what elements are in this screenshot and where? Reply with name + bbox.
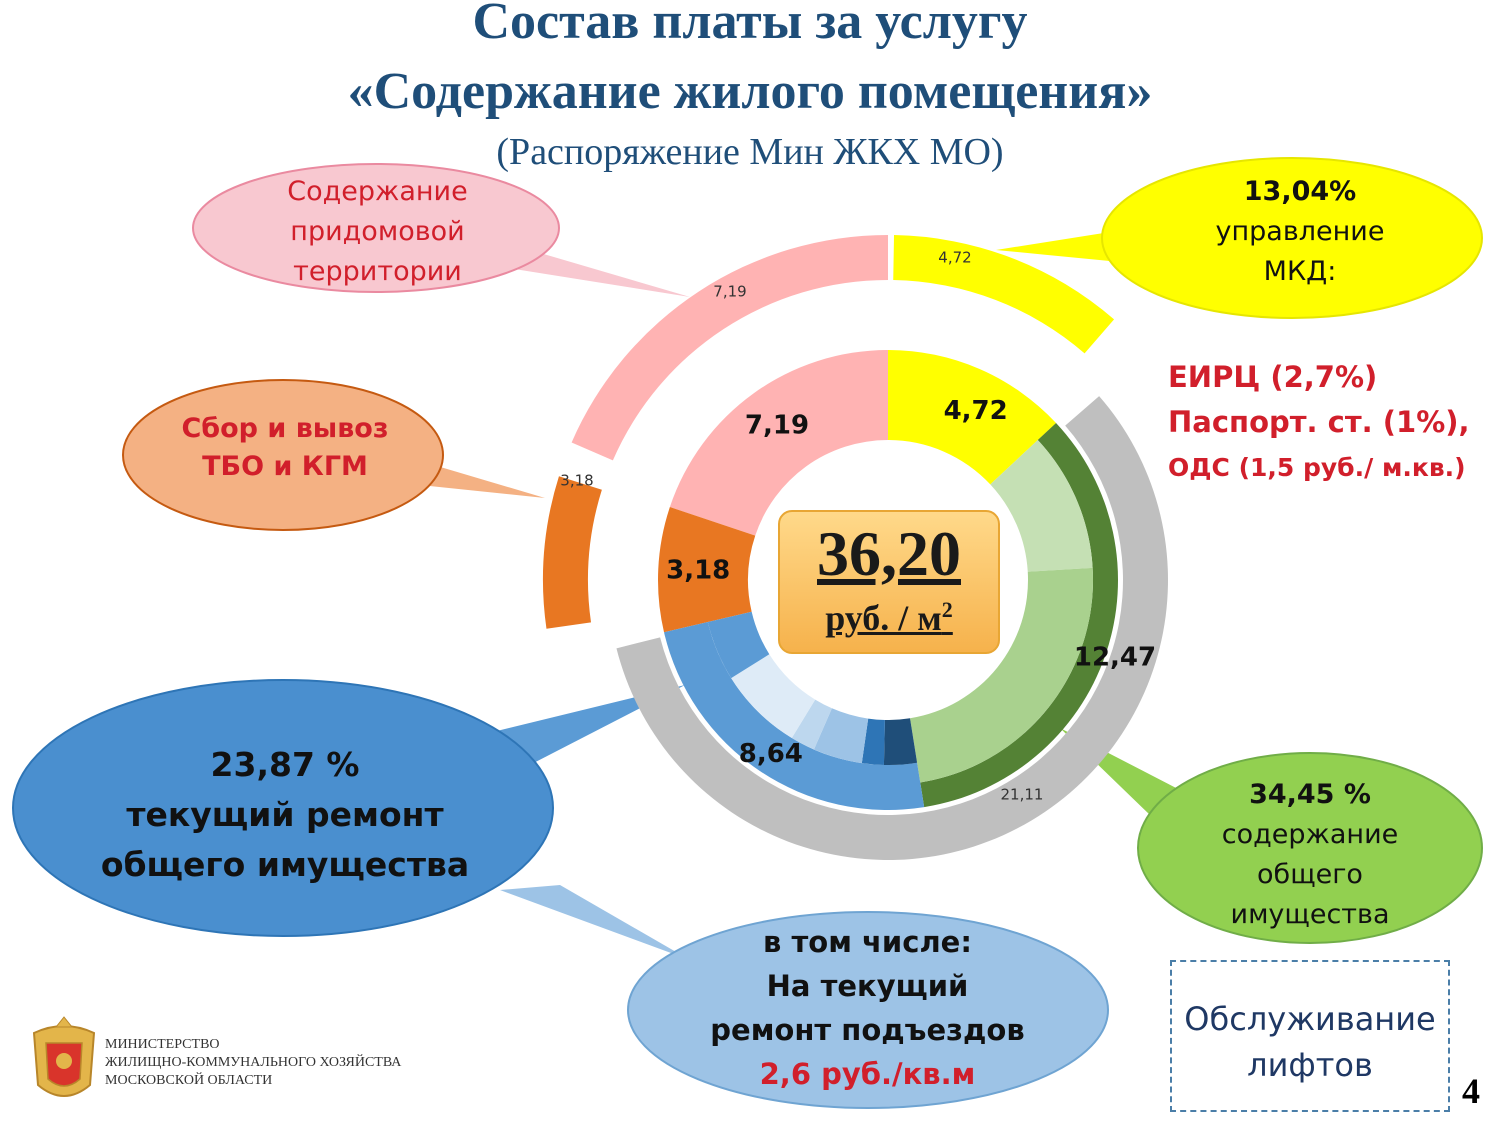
slice-territory bbox=[669, 350, 888, 536]
page-number: 4 bbox=[1462, 1071, 1480, 1111]
outer-label-management: 4,72 bbox=[938, 249, 971, 267]
entrance-line1: в том числе: bbox=[763, 925, 972, 959]
waste-callout-label: Сбор и вывоз ТБО и КГМ bbox=[181, 413, 389, 482]
total-value: 36,20 bbox=[817, 518, 961, 589]
lift-service-box: Обслуживание лифтов bbox=[1170, 960, 1450, 1112]
outer-segment-waste bbox=[543, 476, 602, 629]
chart-rings bbox=[543, 234, 1168, 861]
data-label-1: 12,47 bbox=[1074, 642, 1156, 672]
slice-repair-sub5 bbox=[731, 654, 816, 739]
repair-callout: 23,87 % текущий ремонт общего имущества bbox=[80, 740, 490, 890]
entrance-value: 2,6 руб./кв.м bbox=[759, 1057, 976, 1091]
entrance-callout-tail bbox=[500, 885, 690, 960]
repair-percent: 23,87 % bbox=[210, 745, 360, 784]
ministry-line3: МОСКОВСКОЙ ОБЛАСТИ bbox=[105, 1073, 273, 1088]
slice-waste bbox=[657, 507, 756, 633]
outer-label-territory: 7,19 bbox=[713, 283, 746, 301]
repair-label: текущий ремонт общего имущества bbox=[100, 795, 470, 884]
slice-repair-sub2 bbox=[861, 718, 885, 765]
management-callout-tail bbox=[996, 232, 1120, 262]
ministry-line1: МИНИСТЕРСТВО bbox=[105, 1037, 220, 1052]
management-percent: 13,04% bbox=[1243, 176, 1357, 207]
repair-callout-bubble bbox=[12, 679, 554, 937]
outer-ring-grey bbox=[616, 396, 1168, 861]
total-unit: руб. / м2 bbox=[780, 590, 998, 638]
outer-segment-territory bbox=[571, 234, 888, 461]
slice-repair-band bbox=[664, 622, 925, 810]
slice-maintenance-band bbox=[920, 422, 1118, 808]
slice-maintenance-sub2 bbox=[910, 567, 1093, 783]
total-unit-text: руб. / м bbox=[825, 598, 942, 638]
notes-block: ЕИРЦ (2,7%) Паспорт. ст. (1%), ОДС (1,5 … bbox=[1168, 355, 1470, 490]
total-unit-sup: 2 bbox=[941, 597, 953, 622]
entrance-callout-bubble bbox=[627, 911, 1109, 1109]
maintenance-percent: 34,45 % bbox=[1249, 779, 1371, 810]
data-label-3: 3,18 bbox=[666, 556, 730, 586]
slice-repair-sub3 bbox=[813, 708, 869, 764]
total-box: 36,20 руб. / м2 bbox=[778, 510, 1000, 654]
ministry-caption: МИНИСТЕРСТВО ЖИЛИЩНО-КОММУНАЛЬНОГО ХОЗЯЙ… bbox=[105, 1036, 401, 1090]
waste-callout-bubble bbox=[122, 379, 444, 531]
outer-label-waste: 3,18 bbox=[560, 472, 593, 490]
note-eirc: ЕИРЦ (2,7%) bbox=[1168, 360, 1378, 394]
maintenance-callout-bubble bbox=[1137, 752, 1483, 944]
outer-segment-management bbox=[893, 235, 1115, 354]
slice-repair-sub4 bbox=[791, 699, 832, 750]
slice-maintenance-sub1 bbox=[990, 440, 1093, 572]
maintenance-callout: 34,45 % содержание общего имущества bbox=[1185, 775, 1435, 935]
territory-callout-label: Содержание придомовой территории bbox=[287, 176, 468, 287]
note-ods: ОДС (1,5 руб./ м.кв.) bbox=[1168, 453, 1466, 482]
callout-bubbles bbox=[12, 157, 1483, 1109]
data-label-2: 8,64 bbox=[739, 739, 803, 769]
maintenance-label: содержание общего имущества bbox=[1221, 819, 1399, 930]
slice-repair-sub1 bbox=[883, 718, 918, 765]
outer-label-grey-total: 21,11 bbox=[1001, 786, 1044, 804]
note-passport: Паспорт. ст. (1%), bbox=[1168, 405, 1470, 439]
entrance-callout: в том числе: На текущий ремонт подъездов… bbox=[690, 920, 1045, 1096]
management-label: управление МКД: bbox=[1215, 216, 1385, 287]
page-title-line1: Состав платы за услугу bbox=[472, 0, 1028, 50]
territory-callout-bubble bbox=[192, 163, 560, 293]
page-title-line2: «Содержание жилого помещения» bbox=[347, 63, 1153, 120]
management-callout: 13,04% управление МКД: bbox=[1150, 172, 1450, 292]
management-callout-bubble bbox=[1101, 157, 1483, 319]
slice-repair-sub6 bbox=[707, 611, 770, 679]
slice-management bbox=[888, 350, 1057, 485]
data-label-0: 4,72 bbox=[944, 396, 1008, 426]
ministry-line2: ЖИЛИЩНО-КОММУНАЛЬНОГО ХОЗЯЙСТВА bbox=[105, 1055, 402, 1070]
chart-labels: 4,72 12,47 8,64 3,18 7,19 4,72 7,19 3,18 21,11 bbox=[560, 249, 1156, 804]
page-subtitle: (Распоряжение Мин ЖКХ МО) bbox=[496, 131, 1004, 173]
data-label-4: 7,19 bbox=[745, 410, 809, 440]
entrance-line2: На текущий ремонт подъездов bbox=[710, 969, 1025, 1047]
coat-of-arms-icon bbox=[32, 1016, 96, 1097]
